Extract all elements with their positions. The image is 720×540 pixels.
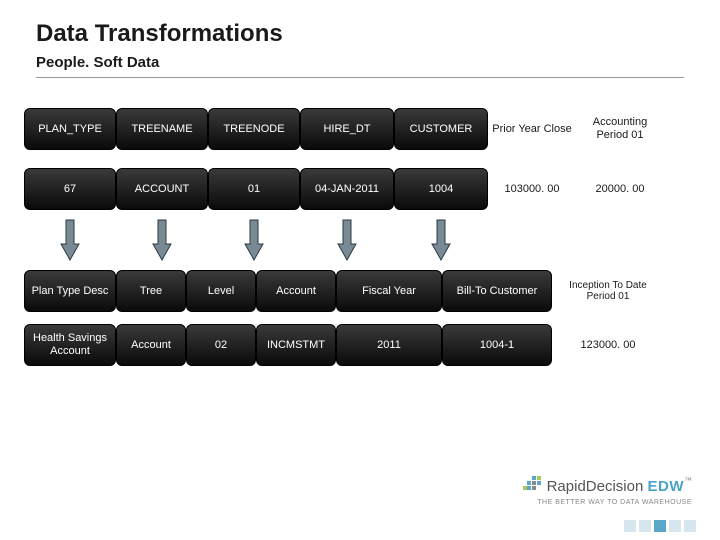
value-fiscal-year: 2011 [336, 324, 442, 366]
header-bill-to-customer: Bill-To Customer [442, 270, 552, 312]
down-arrow-icon [430, 218, 452, 262]
brand-name-left: Rapid [547, 478, 586, 495]
brand-logo: RapidDecision EDW™ THE BETTER WAY TO DAT… [523, 476, 692, 506]
value-plan-type: 67 [24, 168, 116, 210]
page-subtitle: People. Soft Data [0, 52, 720, 77]
header-plan-type-desc: Plan Type Desc [24, 270, 116, 312]
down-arrow-icon [59, 218, 81, 262]
divider [36, 77, 684, 78]
header-inception-to-date: Inception To Date Period 01 [552, 270, 664, 312]
value-level: 02 [186, 324, 256, 366]
transformation-grid: PLAN_TYPE TREENAME TREENODE HIRE_DT CUST… [24, 108, 720, 366]
header-tree: Tree [116, 270, 186, 312]
value-hire-dt: 04-JAN-2011 [300, 168, 394, 210]
header-accounting-period: Accounting Period 01 [576, 108, 664, 150]
value-accounting-period: 20000. 00 [576, 168, 664, 210]
value-customer: 1004 [394, 168, 488, 210]
value-plan-type-desc: Health Savings Account [24, 324, 116, 366]
down-arrow-icon [243, 218, 265, 262]
value-account: INCMSTMT [256, 324, 336, 366]
value-treenode: 01 [208, 168, 300, 210]
logo-icon [523, 476, 543, 498]
value-inception-to-date: 123000. 00 [552, 324, 664, 366]
brand-name-right: Decision [586, 478, 644, 495]
arrow-row [24, 210, 720, 270]
brand-tagline: THE BETTER WAY TO DATA WAREHOUSE [523, 499, 692, 506]
bottom-header-row: Plan Type Desc Tree Level Account Fiscal… [24, 270, 720, 312]
footer-squares [624, 520, 696, 532]
header-hire-dt: HIRE_DT [300, 108, 394, 150]
page-title: Data Transformations [0, 0, 720, 52]
header-plan-type: PLAN_TYPE [24, 108, 116, 150]
header-prior-year: Prior Year Close [488, 108, 576, 150]
down-arrow-icon [336, 218, 358, 262]
value-tree: Account [116, 324, 186, 366]
header-customer: CUSTOMER [394, 108, 488, 150]
header-treenode: TREENODE [208, 108, 300, 150]
header-level: Level [186, 270, 256, 312]
header-fiscal-year: Fiscal Year [336, 270, 442, 312]
value-treename: ACCOUNT [116, 168, 208, 210]
top-value-row: 67 ACCOUNT 01 04-JAN-2011 1004 103000. 0… [24, 168, 720, 210]
header-treename: TREENAME [116, 108, 208, 150]
value-prior-year: 103000. 00 [488, 168, 576, 210]
brand-tm: ™ [684, 476, 692, 485]
down-arrow-icon [151, 218, 173, 262]
value-bill-to-customer: 1004-1 [442, 324, 552, 366]
brand-suffix: EDW [648, 478, 685, 495]
top-header-row: PLAN_TYPE TREENAME TREENODE HIRE_DT CUST… [24, 108, 720, 150]
bottom-value-row: Health Savings Account Account 02 INCMST… [24, 324, 720, 366]
header-account: Account [256, 270, 336, 312]
